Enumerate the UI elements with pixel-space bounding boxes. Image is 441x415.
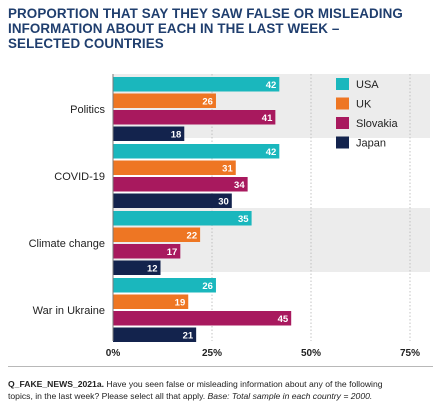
bar-value-label: 35 xyxy=(238,214,249,225)
legend-swatch xyxy=(336,136,349,149)
bar xyxy=(113,193,232,208)
x-tick-label: 25% xyxy=(202,348,222,359)
bar-value-label: 26 xyxy=(202,96,213,107)
bar-value-label: 34 xyxy=(234,180,245,191)
legend-label: UK xyxy=(356,99,372,111)
bar xyxy=(113,77,280,92)
chart-title-line: SELECTED COUNTRIES xyxy=(8,36,164,51)
bar-value-label: 19 xyxy=(175,297,186,308)
category-label: COVID-19 xyxy=(54,171,105,183)
bar xyxy=(113,327,197,342)
footnote-divider xyxy=(8,366,433,367)
category-label: Politics xyxy=(70,104,105,116)
bar-value-label: 41 xyxy=(262,113,273,124)
chart-title: PROPORTION THAT SAY THEY SAW FALSE OR MI… xyxy=(8,6,428,51)
category-label: Climate change xyxy=(29,238,105,250)
bar xyxy=(113,311,292,326)
bar-value-label: 21 xyxy=(183,330,194,341)
bar-value-label: 30 xyxy=(218,196,229,207)
chart-title-line: PROPORTION THAT SAY THEY SAW FALSE OR MI… xyxy=(8,6,403,21)
bar-value-label: 31 xyxy=(222,163,233,174)
bar xyxy=(113,227,201,242)
bar xyxy=(113,244,181,259)
bar-value-label: 17 xyxy=(167,247,178,258)
bar-value-label: 42 xyxy=(266,147,277,158)
bar-value-label: 45 xyxy=(278,314,289,325)
legend-label: Japan xyxy=(356,138,386,150)
bar xyxy=(113,294,189,309)
footnote-question-text: Have you seen false or misleading inform… xyxy=(104,379,383,389)
footnote: Q_FAKE_NEWS_2021a. Have you seen false o… xyxy=(8,378,436,402)
bar-value-label: 22 xyxy=(187,230,198,241)
bar-value-label: 42 xyxy=(266,80,277,91)
x-tick-label: 0% xyxy=(106,348,121,359)
bar xyxy=(113,278,216,293)
legend-swatch xyxy=(336,78,349,90)
x-tick-label: 75% xyxy=(400,348,420,359)
bar-value-label: 12 xyxy=(147,263,158,274)
bar-value-label: 26 xyxy=(202,281,213,292)
legend-swatch xyxy=(336,97,349,110)
bar xyxy=(113,260,161,275)
x-tick-label: 50% xyxy=(301,348,321,359)
footnote-base-label: Base: xyxy=(207,391,230,401)
legend-label: Slovakia xyxy=(356,118,398,130)
bar xyxy=(113,110,276,125)
bar-value-label: 18 xyxy=(171,129,182,140)
bar xyxy=(113,177,248,192)
bar xyxy=(113,144,280,159)
legend-label: USA xyxy=(356,79,379,91)
bar xyxy=(113,126,185,141)
bar xyxy=(113,211,252,226)
bar xyxy=(113,93,216,108)
legend-swatch xyxy=(336,117,349,129)
footnote-question-text-2: topics, in the last week? Please select … xyxy=(8,391,208,401)
footnote-base-text: Total sample in each country = 2000. xyxy=(229,391,373,401)
category-label: War in Ukraine xyxy=(33,305,105,317)
footnote-question-id: Q_FAKE_NEWS_2021a. xyxy=(8,379,105,389)
chart-title-line: INFORMATION ABOUT EACH IN THE LAST WEEK … xyxy=(8,21,340,36)
bar xyxy=(113,160,236,175)
